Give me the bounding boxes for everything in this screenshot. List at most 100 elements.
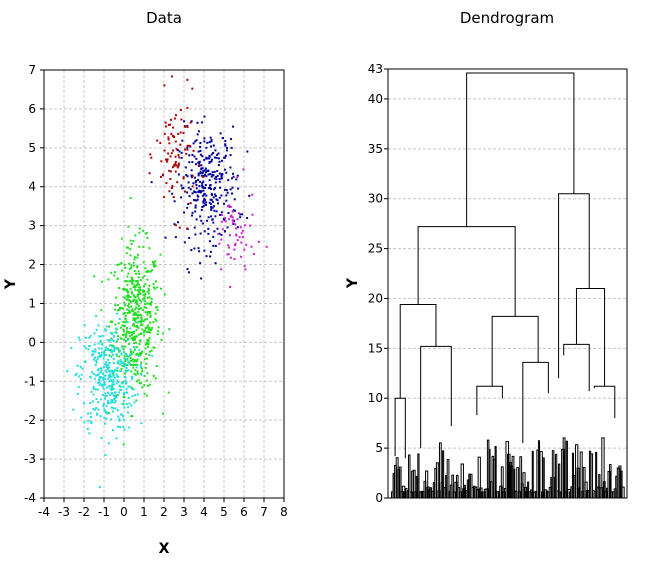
scatter-point	[136, 295, 139, 298]
scatter-point	[233, 257, 236, 260]
dendrogram-merge	[563, 343, 590, 392]
scatter-point	[191, 214, 194, 217]
scatter-point	[105, 417, 108, 420]
scatter-point	[83, 345, 86, 348]
scatter-point	[108, 344, 111, 347]
scatter-point	[116, 369, 119, 372]
scatter-point	[138, 343, 141, 346]
scatter-point	[107, 385, 110, 388]
dendrogram-leaf-branch	[601, 437, 605, 498]
scatter-point	[157, 326, 160, 329]
dendrogram-y-tick-label: 10	[368, 391, 383, 405]
scatter-point	[143, 318, 146, 321]
scatter-point	[137, 253, 140, 256]
scatter-point	[80, 416, 83, 419]
scatter-point	[199, 153, 202, 156]
scatter-point	[132, 318, 135, 321]
scatter-point	[144, 267, 147, 270]
scatter-point	[208, 154, 211, 157]
scatter-point	[216, 170, 219, 173]
scatter-point	[100, 351, 103, 354]
scatter-point	[135, 325, 138, 328]
dendrogram-merge	[466, 72, 575, 227]
scatter-point	[194, 191, 197, 194]
scatter-point	[152, 265, 155, 268]
scatter-point	[174, 114, 177, 117]
scatter-point	[176, 166, 179, 169]
scatter-point	[129, 287, 132, 290]
scatter-point	[126, 246, 129, 249]
dendrogram-merge	[593, 385, 616, 419]
scatter-point	[100, 383, 103, 386]
scatter-point	[159, 142, 162, 145]
scatter-point	[240, 232, 243, 235]
dendrogram-merge	[476, 385, 503, 416]
scatter-point	[155, 319, 158, 322]
scatter-x-tick-label: 6	[240, 505, 248, 519]
scatter-point	[167, 152, 170, 155]
scatter-point	[199, 170, 202, 173]
scatter-point	[145, 330, 148, 333]
scatter-point	[91, 354, 94, 357]
scatter-point	[100, 436, 103, 439]
scatter-point	[218, 242, 221, 245]
scatter-point	[77, 386, 80, 389]
scatter-point	[184, 166, 187, 169]
scatter-point	[212, 235, 215, 238]
scatter-point	[123, 392, 126, 395]
scatter-point	[223, 202, 226, 205]
scatter-point	[245, 243, 248, 246]
scatter-point	[165, 125, 168, 128]
scatter-point	[202, 186, 205, 189]
scatter-point	[105, 361, 108, 364]
scatter-point	[101, 343, 104, 346]
scatter-point	[195, 139, 198, 142]
scatter-point	[205, 255, 208, 258]
scatter-point	[124, 360, 127, 363]
scatter-point	[134, 363, 137, 366]
scatter-y-tick-label: 3	[28, 219, 36, 233]
scatter-point	[185, 152, 188, 155]
scatter-point	[199, 172, 202, 175]
scatter-point	[123, 324, 126, 327]
scatter-point	[118, 417, 121, 420]
scatter-point	[257, 240, 260, 243]
dendrogram-leaf-branch	[408, 454, 411, 498]
scatter-point	[127, 355, 130, 358]
scatter-point	[152, 283, 155, 286]
scatter-point	[102, 366, 105, 369]
scatter-point	[127, 426, 130, 429]
scatter-point	[117, 394, 120, 397]
scatter-point	[114, 308, 117, 311]
scatter-point	[115, 437, 118, 440]
scatter-point	[137, 316, 140, 319]
scatter-point	[145, 379, 148, 382]
scatter-point	[122, 321, 125, 324]
scatter-point	[209, 203, 212, 206]
scatter-point	[213, 230, 216, 233]
scatter-point	[104, 329, 107, 332]
scatter-point	[174, 224, 177, 227]
scatter-point	[111, 400, 114, 403]
scatter-point	[138, 354, 141, 357]
scatter-point	[202, 200, 205, 203]
scatter-point	[142, 308, 145, 311]
scatter-point	[150, 349, 153, 352]
scatter-point	[120, 261, 123, 264]
scatter-point	[93, 343, 96, 346]
scatter-series-4	[148, 75, 205, 230]
scatter-point	[126, 321, 129, 324]
scatter-point	[197, 130, 200, 133]
scatter-point	[149, 312, 152, 315]
scatter-point	[124, 297, 127, 300]
scatter-point	[131, 358, 134, 361]
dendrogram-leaf-branch	[590, 453, 594, 498]
scatter-point	[136, 372, 139, 375]
scatter-point	[94, 363, 97, 366]
scatter-point	[191, 211, 194, 214]
scatter-point	[191, 185, 194, 188]
scatter-point	[123, 312, 126, 315]
scatter-point	[169, 155, 172, 158]
scatter-point	[138, 283, 141, 286]
scatter-point	[105, 412, 108, 415]
